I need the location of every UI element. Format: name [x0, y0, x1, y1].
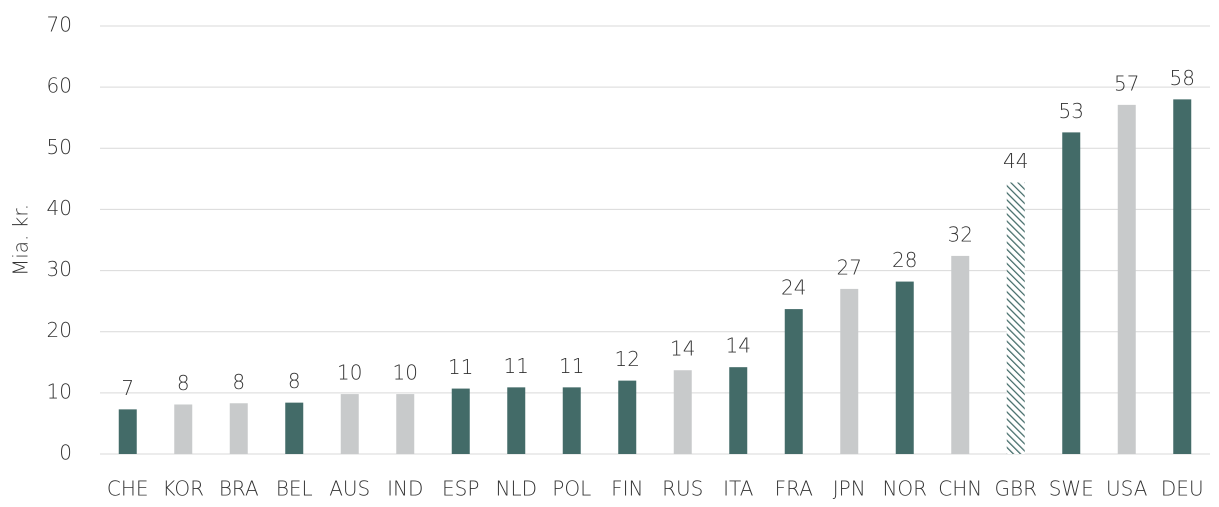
bar — [673, 370, 692, 454]
value-label: 11 — [559, 354, 584, 378]
y-tick-label: 60 — [47, 74, 72, 98]
x-tick-label: FIN — [611, 477, 643, 501]
x-tick-label: KOR — [162, 477, 204, 501]
x-tick-label: SWE — [1049, 477, 1094, 501]
value-label: 10 — [337, 361, 362, 385]
x-tick-label: FRA — [775, 477, 814, 501]
value-label: 57 — [1114, 71, 1139, 95]
bar — [1117, 104, 1136, 455]
x-tick-label: NLD — [495, 477, 537, 501]
x-tick-label: GBR — [995, 477, 1038, 501]
bar — [1062, 132, 1081, 455]
x-tick-label: JPN — [833, 477, 866, 501]
bar — [895, 281, 914, 454]
bar — [951, 255, 970, 454]
value-label: 11 — [504, 354, 529, 378]
y-tick-label: 10 — [47, 379, 72, 403]
bar — [784, 309, 803, 454]
value-label: 24 — [781, 276, 806, 300]
bar — [396, 394, 415, 454]
value-label: 44 — [1003, 149, 1028, 173]
bar — [840, 288, 859, 454]
bar — [229, 403, 248, 454]
y-axis-label: Mia. kr. — [9, 204, 33, 276]
y-tick-label: 70 — [47, 13, 72, 37]
bar — [451, 388, 470, 454]
bar — [1173, 99, 1192, 454]
bar — [562, 387, 581, 454]
value-label: 10 — [393, 361, 418, 385]
value-label: 58 — [1170, 66, 1195, 90]
value-label: 7 — [121, 376, 134, 400]
value-label: 27 — [837, 255, 862, 279]
bar — [618, 380, 637, 454]
x-tick-label: AUS — [329, 477, 370, 501]
x-tick-label: POL — [552, 477, 591, 501]
bar — [118, 409, 137, 454]
y-tick-label: 40 — [47, 196, 72, 220]
bar — [1006, 182, 1025, 455]
value-label: 14 — [726, 334, 751, 358]
x-tick-label: BEL — [276, 477, 313, 501]
x-tick-label: CHE — [107, 477, 149, 501]
x-tick-label: RUS — [662, 477, 703, 501]
bar — [507, 387, 526, 454]
y-tick-label: 20 — [47, 318, 72, 342]
value-label: 11 — [448, 355, 473, 379]
value-label: 14 — [670, 337, 695, 361]
bar — [174, 404, 193, 454]
value-label: 28 — [892, 248, 917, 272]
y-tick-label: 50 — [47, 135, 72, 159]
y-tick-label: 0 — [59, 441, 72, 465]
bar — [285, 402, 304, 454]
x-tick-label: ESP — [442, 477, 479, 501]
value-label: 8 — [177, 371, 190, 395]
value-label: 8 — [288, 369, 301, 393]
y-tick-label: 30 — [47, 257, 72, 281]
x-tick-label: USA — [1106, 477, 1148, 501]
bar — [729, 367, 748, 454]
value-label: 8 — [232, 370, 245, 394]
x-tick-label: NOR — [882, 477, 927, 501]
x-tick-label: BRA — [219, 477, 259, 501]
x-tick-label: CHN — [938, 477, 982, 501]
bar — [340, 394, 359, 454]
x-tick-label: ITA — [723, 477, 754, 501]
x-tick-label: DEU — [1161, 477, 1204, 501]
value-label: 12 — [615, 347, 640, 371]
value-label: 32 — [948, 222, 973, 246]
x-tick-label: IND — [387, 477, 423, 501]
value-label: 53 — [1059, 99, 1084, 123]
